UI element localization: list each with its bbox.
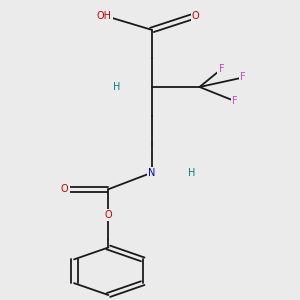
Text: H: H bbox=[188, 168, 195, 178]
Text: OH: OH bbox=[97, 11, 112, 21]
Text: O: O bbox=[192, 11, 200, 21]
Text: O: O bbox=[105, 210, 112, 220]
Text: F: F bbox=[232, 96, 238, 106]
Text: H: H bbox=[112, 82, 120, 92]
Text: F: F bbox=[240, 73, 246, 82]
Text: F: F bbox=[218, 64, 224, 74]
Text: O: O bbox=[61, 184, 69, 194]
Text: N: N bbox=[148, 168, 156, 178]
